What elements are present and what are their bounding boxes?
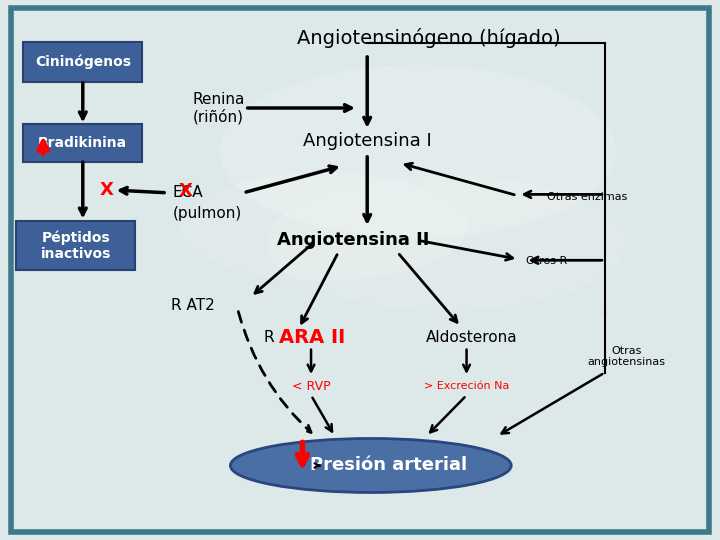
Text: Presión arterial: Presión arterial [310, 456, 467, 475]
Text: Angiotensinógeno (hígado): Angiotensinógeno (hígado) [297, 28, 560, 48]
Text: Angiotensina I: Angiotensina I [303, 132, 431, 151]
Text: Renina
(riñón): Renina (riñón) [193, 91, 246, 125]
Text: (pulmon): (pulmon) [173, 206, 242, 221]
Ellipse shape [266, 176, 626, 310]
Ellipse shape [230, 438, 511, 492]
Text: Otros R: Otros R [526, 256, 567, 266]
Text: Angiotensina II: Angiotensina II [276, 231, 429, 249]
Text: > Excreción Na: > Excreción Na [424, 381, 509, 391]
Text: < RVP: < RVP [292, 380, 330, 393]
Text: ECA: ECA [173, 185, 204, 200]
Text: Aldosterona: Aldosterona [426, 330, 518, 345]
FancyBboxPatch shape [24, 124, 143, 162]
Text: R AT2: R AT2 [171, 298, 215, 313]
Text: Otras enzimas: Otras enzimas [547, 192, 628, 202]
Text: Cininógenos: Cininógenos [35, 55, 131, 69]
Text: Bradikinina: Bradikinina [38, 136, 127, 150]
FancyBboxPatch shape [16, 221, 135, 270]
Text: R: R [264, 330, 279, 345]
Text: ARA II: ARA II [279, 328, 346, 347]
FancyBboxPatch shape [24, 42, 143, 82]
Ellipse shape [180, 173, 468, 281]
Ellipse shape [220, 65, 616, 238]
Text: Péptidos
inactivos: Péptidos inactivos [40, 231, 111, 261]
Text: Otras
angiotensinas: Otras angiotensinas [588, 346, 665, 367]
Text: X: X [179, 181, 192, 200]
Text: X: X [99, 181, 114, 199]
